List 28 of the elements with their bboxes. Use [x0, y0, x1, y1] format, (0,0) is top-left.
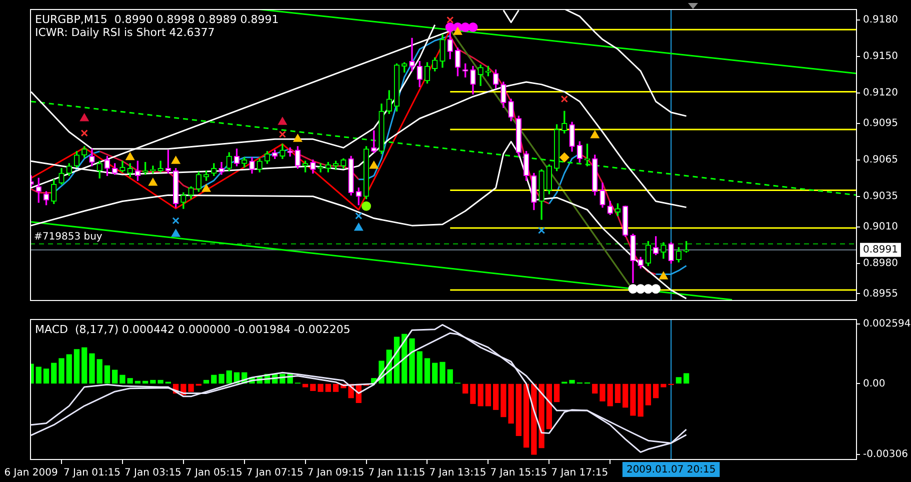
chart-title: MACD (8,17,7) 0.000442 0.000000 -0.001984 -0.002205 [35, 323, 350, 336]
y-tick-label: -0.00306 [863, 449, 908, 460]
x-tick-label: 6 Jan 2009 [4, 468, 58, 479]
x-tick-label: 7 Jan 15:15 [490, 468, 548, 479]
y-tick-label: 0.9010 [863, 221, 898, 232]
ref-line-label: 0.8991 [863, 244, 898, 256]
x-tick-label: 7 Jan 01:15 [64, 468, 120, 479]
chart-title: EURGBP,M15 0.8990 0.8998 0.8989 0.8991 [35, 13, 279, 26]
y-tick-label: 0.00 [863, 378, 886, 390]
y-tick-label: 0.9120 [863, 88, 898, 99]
y-tick-label: 0.9095 [863, 118, 898, 129]
y-tick-label: 0.002594 [863, 318, 911, 330]
x-tick-label: 7 Jan 05:15 [185, 468, 242, 479]
ref-line-label: #719853 buy [34, 231, 102, 242]
x-tick-label: 7 Jan 11:15 [368, 468, 426, 479]
y-tick-label: 0.8955 [863, 288, 898, 300]
text: ICWR: Daily RSI is Short 42.6377 [35, 26, 215, 39]
x-tick-label: 7 Jan 13:15 [429, 468, 486, 479]
x-tick-label: 7 Jan 09:15 [307, 468, 364, 479]
y-tick-label: 0.9065 [863, 154, 898, 166]
y-tick-label: 0.9150 [863, 51, 898, 62]
y-tick-label: 0.9180 [863, 14, 898, 26]
x-tick-label: 7 Jan 07:15 [246, 468, 304, 479]
y-tick-label: 0.9035 [863, 190, 898, 202]
x-tick-label: 7 Jan 17:15 [551, 468, 608, 479]
x-tick-label: 7 Jan 03:15 [124, 468, 182, 479]
y-tick-label: 0.8980 [863, 258, 898, 269]
ref-line-label: 2009.01.07 20:15 [626, 464, 716, 476]
